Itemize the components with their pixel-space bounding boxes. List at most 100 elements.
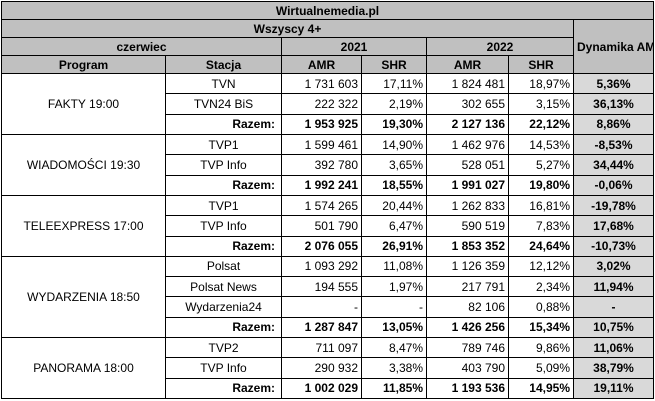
program-name: TELEEXPRESS 17:00 — [1, 194, 166, 257]
station-name: TVP Info — [165, 215, 282, 237]
amr-2022-value: 528 051 — [426, 154, 509, 176]
shr-2022-value: 9,86% — [508, 337, 574, 359]
shr-2022-value: 5,27% — [508, 154, 574, 176]
amr-2022-value: 590 519 — [426, 215, 509, 237]
shr-2021-value: - — [361, 296, 427, 318]
amr-2021-value: 1 002 029 — [281, 377, 362, 400]
year-2022-header: 2022 — [426, 37, 574, 56]
dynamics-value: - — [573, 296, 654, 318]
table-row: FAKTY 19:00 TVN 1 731 603 17,11% 1 824 481 18… — [1, 72, 654, 135]
total-label: Razem: — [165, 235, 282, 257]
shr-2021-value: 3,38% — [361, 357, 427, 379]
amr-2021-value: 392 780 — [281, 154, 362, 176]
column-header-row: Program Stacja AMR SHR AMR SHR — [1, 55, 654, 74]
amr-2022-value: 1 853 352 — [426, 235, 509, 257]
shr-2022-value: 5,09% — [508, 357, 574, 379]
total-row: Razem: 2 076 055 26,91% 1 853 352 24,64% -10,… — [2, 235, 654, 257]
amr-2021-value: 1 574 265 — [281, 194, 362, 217]
shr-2022-value: 16,81% — [508, 194, 574, 217]
shr-2022-value: 0,88% — [508, 296, 574, 318]
site-title: Wirtualnemedia.pl — [1, 1, 654, 20]
station-name: TVP2 — [165, 337, 282, 359]
amr-2022-value: 82 106 — [426, 296, 509, 318]
station-name: TVP1 — [165, 133, 282, 156]
program-column-header: Program — [1, 55, 166, 74]
amr-2022-value: 2 127 136 — [426, 113, 509, 135]
group-title: Wszyscy 4+ — [1, 19, 574, 38]
station-name: TVP Info — [165, 154, 282, 176]
shr-2021-value: 17,11% — [361, 72, 427, 95]
shr-2022-value: 12,12% — [508, 255, 574, 278]
station-name: Wydarzenia24 — [165, 296, 282, 318]
amr-2021-value: 222 322 — [281, 93, 362, 115]
amr-2021-header: AMR — [281, 55, 362, 74]
table-row: WIADOMOŚCI 19:30 TVP1 1 599 461 14,90% 1 462… — [1, 133, 654, 196]
amr-2022-value: 1 126 359 — [426, 255, 509, 278]
amr-2022-header: AMR — [426, 55, 509, 74]
program-name: PANORAMA 18:00 — [1, 337, 166, 399]
dynamics-value: -10,73% — [573, 235, 654, 257]
amr-2021-value: 1 599 461 — [281, 133, 362, 156]
shr-2021-value: 1,97% — [361, 276, 427, 298]
total-row: Razem: 1 287 847 13,05% 1 426 256 15,34% 10,7… — [2, 316, 654, 339]
amr-2022-value: 1 991 027 — [426, 174, 509, 196]
table-row: WYDARZENIA 18:50 Polsat 1 093 292 11,08% 1 1… — [1, 255, 654, 339]
shr-2021-value: 11,85% — [361, 377, 427, 400]
total-label: Razem: — [165, 377, 282, 400]
shr-2022-header: SHR — [508, 55, 574, 74]
amr-2021-value: 711 097 — [281, 337, 362, 359]
shr-2021-value: 18,55% — [361, 174, 427, 196]
shr-2021-value: 3,65% — [361, 154, 427, 176]
dynamics-value: 8,86% — [573, 113, 654, 135]
station-name: Polsat News — [165, 276, 282, 298]
amr-2022-value: 403 790 — [426, 357, 509, 379]
shr-2021-value: 19,30% — [361, 113, 427, 135]
year-header-row: czerwiec 2021 2022 — [1, 37, 654, 56]
amr-2021-value: 1 093 292 — [281, 255, 362, 278]
shr-2022-value: 15,34% — [508, 316, 574, 339]
dynamics-value: 17,68% — [573, 215, 654, 237]
shr-2022-value: 3,15% — [508, 93, 574, 115]
shr-2022-value: 19,80% — [508, 174, 574, 196]
station-name: TVP Info — [165, 357, 282, 379]
amr-2021-value: - — [281, 296, 362, 318]
dynamics-value: -0,06% — [573, 174, 654, 196]
table-row: TELEEXPRESS 17:00 TVP1 1 574 265 20,44% 1 26… — [1, 194, 654, 257]
shr-2021-header: SHR — [361, 55, 427, 74]
amr-2022-value: 217 791 — [426, 276, 509, 298]
program-name: WYDARZENIA 18:50 — [1, 255, 166, 339]
table-row: TVP Info 290 932 3,38% 403 790 5,09% 38,79% — [2, 357, 654, 379]
table-body: FAKTY 19:00 TVN 1 731 603 17,11% 1 824 481 18… — [1, 72, 654, 400]
shr-2021-value: 8,47% — [361, 337, 427, 359]
dynamics-value: 34,44% — [573, 154, 654, 176]
group-header-row: Wszyscy 4+ Dynamika AMR (w proc.) — [1, 19, 654, 74]
shr-2022-value: 24,64% — [508, 235, 574, 257]
shr-2021-value: 2,19% — [361, 93, 427, 115]
amr-2021-value: 1 953 925 — [281, 113, 362, 135]
total-label: Razem: — [165, 316, 282, 339]
amr-2021-value: 290 932 — [281, 357, 362, 379]
shr-2022-value: 14,95% — [508, 377, 574, 400]
dynamics-header: Dynamika AMR (w proc.) — [573, 19, 654, 74]
total-row: Razem: 1 992 241 18,55% 1 991 027 19,80% -0,0… — [2, 174, 654, 196]
dynamics-value: 11,94% — [573, 276, 654, 298]
table-row: PANORAMA 18:00 TVP2 711 097 8,47% 789 746 9,8… — [1, 337, 654, 399]
amr-2022-value: 302 655 — [426, 93, 509, 115]
shr-2021-value: 26,91% — [361, 235, 427, 257]
amr-2021-value: 1 287 847 — [281, 316, 362, 339]
dynamics-value: -8,53% — [573, 133, 654, 156]
dynamics-value: 3,02% — [573, 255, 654, 278]
shr-2021-value: 6,47% — [361, 215, 427, 237]
shr-2022-value: 2,34% — [508, 276, 574, 298]
shr-2022-value: 18,97% — [508, 72, 574, 95]
site-header-row: Wirtualnemedia.pl — [1, 1, 654, 20]
program-name: WIADOMOŚCI 19:30 — [1, 133, 166, 196]
dynamics-value: 19,11% — [573, 377, 654, 400]
shr-2021-value: 14,90% — [361, 133, 427, 156]
dynamics-value: 10,75% — [573, 316, 654, 339]
amr-2022-value: 1 462 976 — [426, 133, 509, 156]
amr-2021-value: 1 992 241 — [281, 174, 362, 196]
shr-2021-value: 13,05% — [361, 316, 427, 339]
amr-2021-value: 1 731 603 — [281, 72, 362, 95]
